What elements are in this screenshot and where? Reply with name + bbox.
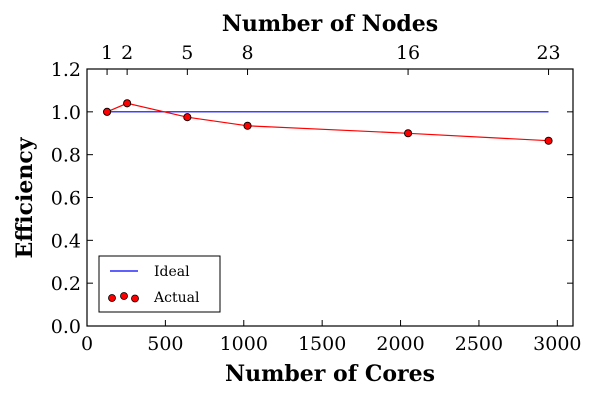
- y-tick-label: 1.0: [51, 102, 81, 124]
- legend-actual-marker: [108, 294, 116, 302]
- y-tick-label: 0.6: [51, 188, 81, 210]
- series-actual-point: [103, 107, 112, 116]
- series-actual-point: [404, 129, 413, 138]
- series-actual-point: [243, 121, 252, 130]
- series-actual-point: [123, 99, 132, 108]
- x-tick-label: 1000: [220, 333, 268, 355]
- y-tick-label: 0.8: [51, 145, 81, 167]
- top-tick-label: 8: [241, 42, 253, 64]
- y-tick-label: 0.2: [51, 273, 81, 295]
- x-tick-label: 2000: [376, 333, 424, 355]
- legend-actual-marker: [131, 294, 139, 303]
- top-tick-label: 2: [121, 42, 133, 64]
- legend-actual-marker: [120, 292, 128, 300]
- x-tick-label: 3000: [533, 333, 581, 355]
- series-actual-point: [544, 136, 553, 145]
- top-tick-label: 1: [101, 42, 113, 64]
- x-axis-title: Number of Cores: [225, 361, 435, 387]
- series-actual-point: [183, 113, 192, 122]
- x-tick-label: 0: [81, 333, 93, 355]
- x-tick-label: 2500: [455, 333, 503, 355]
- legend: Ideal Actual: [98, 255, 221, 313]
- top-tick-label: 5: [181, 42, 193, 64]
- top-tick-label: 16: [396, 42, 420, 64]
- legend-actual-label: Actual: [153, 290, 200, 306]
- legend-box: [98, 255, 221, 313]
- legend-ideal-label: Ideal: [154, 264, 190, 280]
- plot-layer: 0 500 1000 1500 2000 2500 3000 1 2 5 8 16 23 0.0 0.2 0.…: [51, 42, 582, 355]
- series-actual-line: [106, 102, 549, 142]
- top-tick-label: 23: [536, 42, 560, 64]
- y-tick-label: 1.2: [51, 59, 81, 81]
- y-axis-title: Efficiency: [12, 136, 38, 258]
- x-tick-label: 500: [147, 333, 183, 355]
- x-tick-label: 1500: [298, 333, 346, 355]
- top-axis-title: Number of Nodes: [222, 11, 438, 37]
- y-tick-label: 0.0: [51, 316, 81, 338]
- y-tick-label: 0.4: [51, 230, 81, 252]
